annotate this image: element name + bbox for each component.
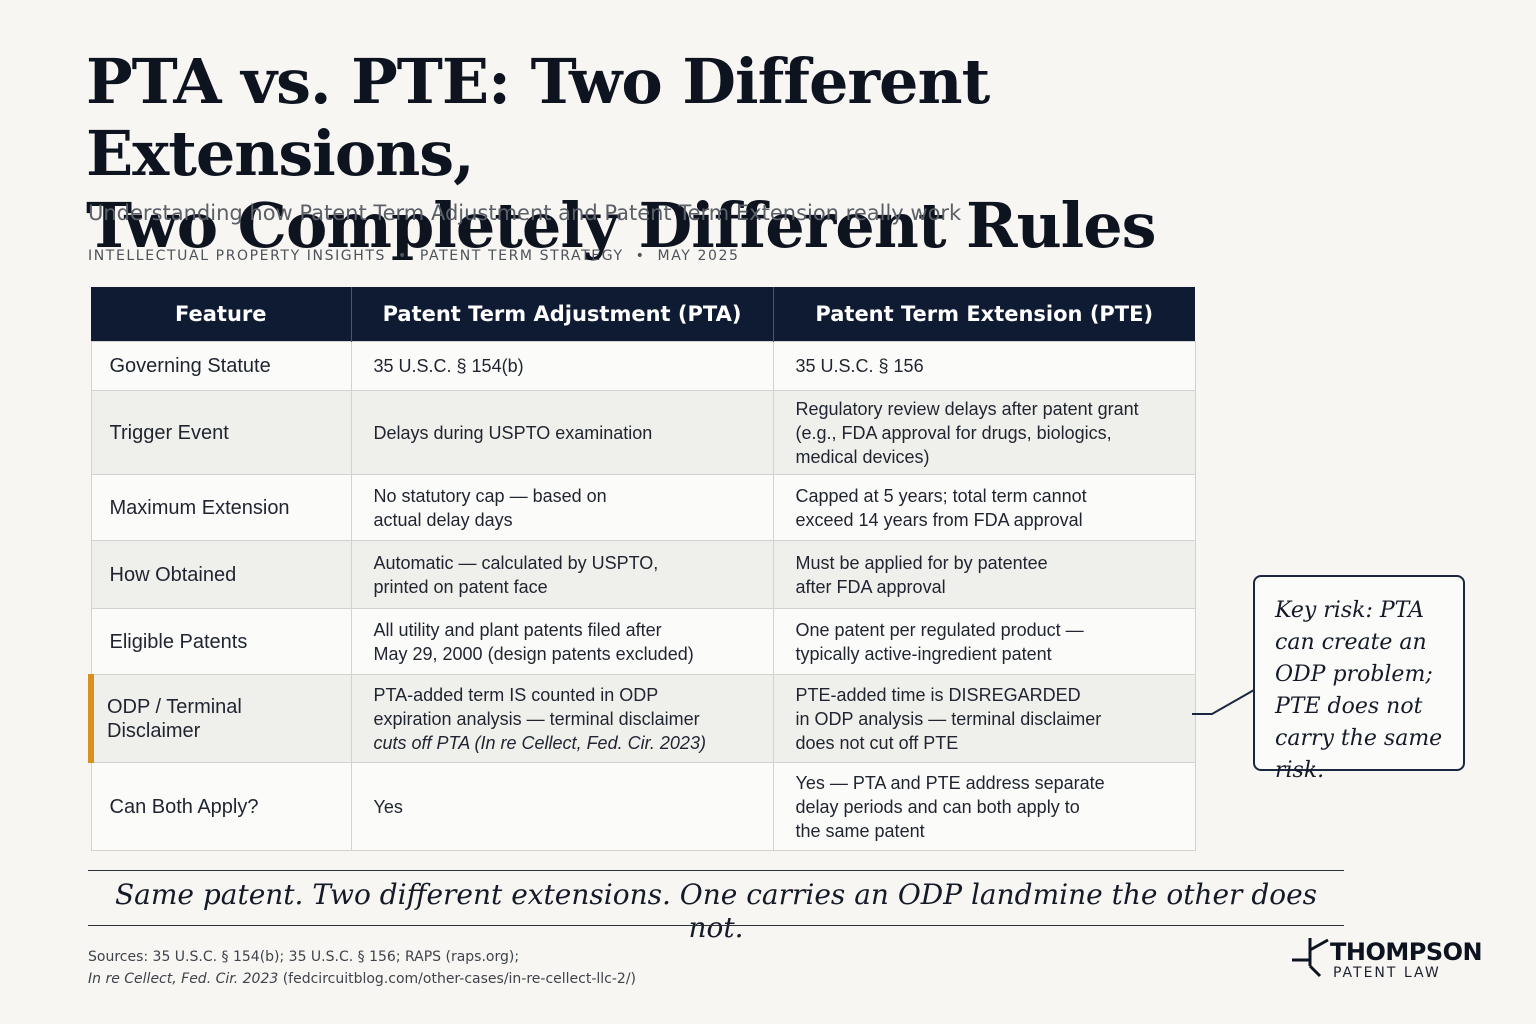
cell-line: All utility and plant patents filed afte…	[373, 619, 662, 640]
cell-line: Yes — PTA and PTE address separate	[795, 772, 1105, 793]
pta-cell: PTA-added term IS counted in ODP expirat…	[350, 674, 774, 763]
table-header-row: Feature Patent Term Adjustment (PTA) Pat…	[91, 287, 1195, 342]
sources-line-1: Sources: 35 U.S.C. § 154(b); 35 U.S.C. §…	[88, 949, 520, 965]
logo-subtitle: PATENT LAW	[1333, 965, 1441, 981]
key-risk-callout: Key risk: PTA can create an ODP problem;…	[1253, 575, 1465, 783]
header-feature: Feature	[91, 287, 352, 342]
callout-connector	[1192, 689, 1255, 715]
cell-line: Delays during USPTO examination	[373, 422, 653, 443]
cell-line: Automatic — calculated by USPTO,	[373, 552, 659, 573]
table-row: Trigger Event Delays during USPTO examin…	[90, 390, 1196, 475]
sources-case-url: (fedcircuitblog.com/other-cases/in-re-ce…	[278, 971, 637, 987]
cell-line: in ODP analysis — terminal disclaimer	[795, 708, 1102, 729]
feature-cell: Eligible Patents	[90, 608, 352, 675]
cell-line: PTA-added term IS counted in ODP	[373, 684, 659, 705]
pte-cell: 35 U.S.C. § 156	[772, 341, 1196, 391]
cell-line: does not cut off PTE	[795, 732, 959, 753]
sources-case-name: In re Cellect, Fed. Cir. 2023	[88, 971, 279, 987]
sources-line-2: In re Cellect, Fed. Cir. 2023 (fedcircui…	[88, 968, 636, 990]
table-row: Can Both Apply? Yes Yes — PTA and PTE ad…	[90, 762, 1196, 851]
pte-cell: One patent per regulated product — typic…	[772, 608, 1196, 675]
pta-cell: All utility and plant patents filed afte…	[350, 608, 774, 675]
cell-line: 35 U.S.C. § 154(b)	[373, 356, 524, 376]
feature-cell: Maximum Extension	[90, 474, 352, 541]
cell-line: delay periods and can both apply to	[795, 796, 1080, 817]
pte-cell: Regulatory review delays after patent gr…	[772, 390, 1196, 475]
tagline: Same patent. Two different extensions. O…	[114, 878, 1318, 944]
page-subtitle: Understanding how Patent Term Adjustment…	[88, 201, 962, 225]
pte-cell: Must be applied for by patentee after FD…	[772, 540, 1196, 609]
table-row: Maximum Extension No statutory cap — bas…	[90, 474, 1196, 541]
cell-line: (e.g., FDA approval for drugs, biologics…	[795, 422, 1112, 443]
logo-name: THOMPSON	[1330, 938, 1483, 966]
feature-cell: Trigger Event	[90, 390, 352, 475]
title-line-1: PTA vs. PTE: Two Different Extensions,	[86, 45, 990, 190]
comparison-table: Feature Patent Term Adjustment (PTA) Pat…	[88, 287, 1196, 851]
meta-separator: •	[398, 248, 408, 264]
cell-line: expiration analysis — terminal disclaime…	[373, 708, 700, 729]
cell-line: exceed 14 years from FDA approval	[795, 509, 1083, 530]
cell-line: Yes	[373, 796, 403, 817]
cell-line: One patent per regulated product —	[795, 619, 1084, 640]
pta-cell: No statutory cap — based on actual delay…	[350, 474, 774, 541]
cell-line: medical devices)	[795, 446, 930, 467]
cell-line: actual delay days	[373, 509, 513, 530]
pta-cell: Delays during USPTO examination	[350, 390, 774, 475]
cell-line: No statutory cap — based on	[373, 485, 607, 506]
meta-date: MAY 2025	[657, 248, 740, 264]
divider-bottom	[88, 925, 1344, 926]
feature-cell: Can Both Apply?	[90, 762, 352, 851]
cell-line: printed on patent face	[373, 576, 548, 597]
meta-line: INTELLECTUAL PROPERTY INSIGHTS • PATENT TE…	[88, 248, 740, 264]
cell-line: Capped at 5 years; total term cannot	[795, 485, 1087, 506]
cell-line: PTE-added time is DISREGARDED	[795, 684, 1081, 705]
page-title: PTA vs. PTE: Two Different Extensions, T…	[86, 46, 1386, 262]
cell-line: after FDA approval	[795, 576, 946, 597]
title-line-2: Two Completely Different Rules	[86, 189, 1157, 262]
table-row: Eligible Patents All utility and plant p…	[90, 608, 1196, 675]
cell-line-italic: cuts off PTA (In re Cellect, Fed. Cir. 2…	[373, 732, 706, 753]
pta-cell: Automatic — calculated by USPTO, printed…	[350, 540, 774, 609]
header-pte: Patent Term Extension (PTE)	[773, 287, 1195, 342]
table-row: Governing Statute 35 U.S.C. § 154(b) 35 …	[90, 341, 1196, 391]
meta-separator: •	[635, 248, 646, 264]
cell-line: typically active-ingredient patent	[795, 643, 1052, 664]
cell-line: the same patent	[795, 820, 925, 841]
feature-cell: Governing Statute	[90, 341, 352, 391]
feature-cell: ODP / Terminal Disclaimer	[88, 674, 352, 763]
pte-cell: Yes — PTA and PTE address separate delay…	[772, 762, 1196, 851]
cell-line: May 29, 2000 (design patents excluded)	[373, 643, 694, 664]
cell-line: Regulatory review delays after patent gr…	[795, 398, 1139, 419]
header-pta: Patent Term Adjustment (PTA)	[351, 287, 774, 342]
pta-cell: 35 U.S.C. § 154(b)	[350, 341, 774, 391]
table-row: How Obtained Automatic — calculated by U…	[90, 540, 1196, 609]
meta-category: INTELLECTUAL PROPERTY INSIGHTS	[88, 248, 387, 264]
cell-line: Must be applied for by patentee	[795, 552, 1048, 573]
pte-cell: Capped at 5 years; total term cannot exc…	[772, 474, 1196, 541]
cell-line: 35 U.S.C. § 156	[795, 356, 924, 376]
meta-topic: PATENT TERM STRATEGY	[419, 248, 624, 264]
divider-top	[88, 870, 1344, 871]
sources: Sources: 35 U.S.C. § 154(b); 35 U.S.C. §…	[88, 946, 636, 990]
feature-cell: How Obtained	[90, 540, 352, 609]
pte-cell: PTE-added time is DISREGARDED in ODP ana…	[772, 674, 1196, 763]
pta-cell: Yes	[350, 762, 774, 851]
table-row-highlighted: ODP / Terminal Disclaimer PTA-added term…	[88, 674, 1196, 763]
thompson-logo-icon	[1292, 938, 1329, 978]
